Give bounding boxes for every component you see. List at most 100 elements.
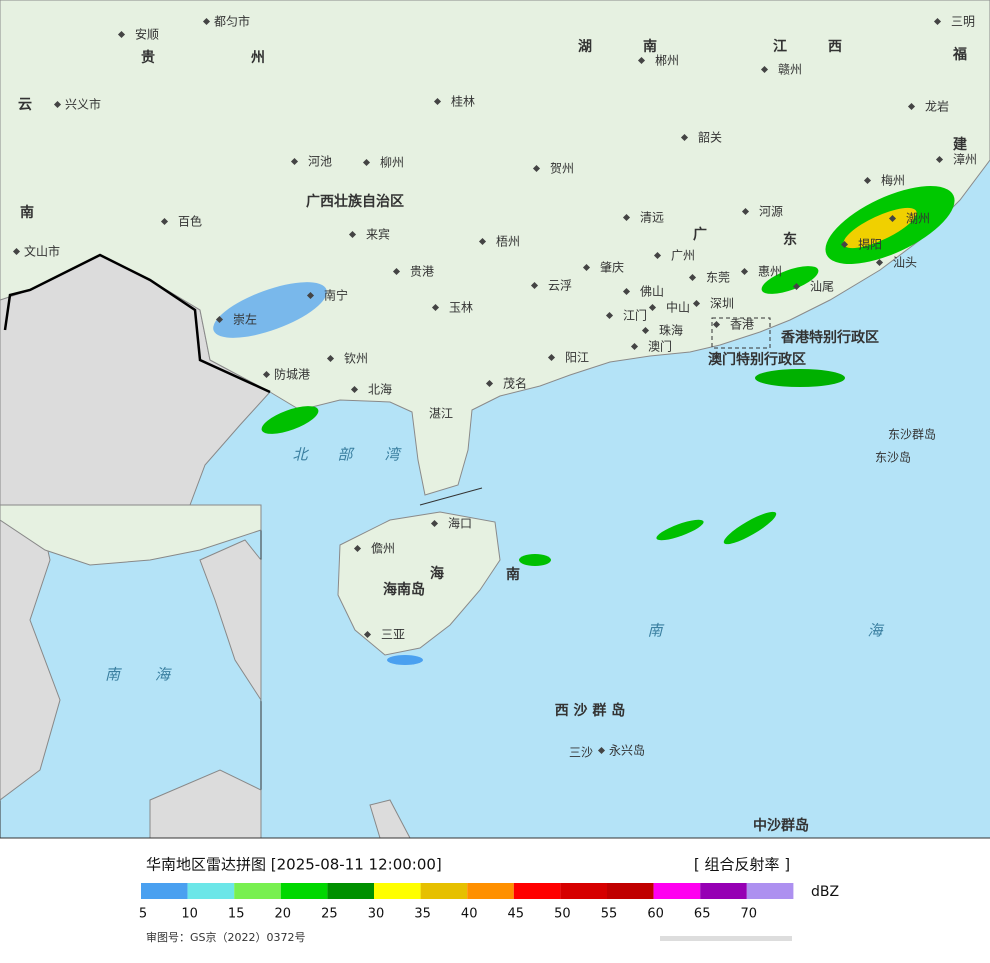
place-label: 三沙 xyxy=(569,746,593,760)
legend-swatch xyxy=(607,883,654,899)
legend-swatch xyxy=(327,883,374,899)
place-dot xyxy=(692,299,701,308)
place-label: 河源 xyxy=(759,205,783,219)
place-dot xyxy=(392,267,401,276)
place-label: 海 xyxy=(430,565,444,582)
inset-label: 海 xyxy=(155,666,172,684)
legend-level: 50 xyxy=(554,907,571,922)
place-dot xyxy=(622,213,631,222)
place-dot xyxy=(933,17,942,26)
place-label: 柳州 xyxy=(380,156,404,170)
place-label: 安顺 xyxy=(135,27,159,42)
place-dot xyxy=(597,746,606,755)
place-dot xyxy=(547,353,556,362)
inset-label: 南 xyxy=(105,666,122,684)
place-label: 东沙岛 xyxy=(875,450,911,465)
place-dot xyxy=(792,282,801,291)
legend-level: 30 xyxy=(368,907,385,922)
place-dot xyxy=(740,267,749,276)
place-label: 香港特别行政区 xyxy=(780,329,879,346)
place-label: 广 xyxy=(693,226,707,243)
place-label: 南 xyxy=(506,566,520,583)
color-legend: 5 10 15 20 25 30 35 40 45 50 55 60 65 70 xyxy=(139,883,794,922)
place-label: 百色 xyxy=(178,215,202,229)
place-label: 深圳 xyxy=(710,297,734,311)
place-label: 梧州 xyxy=(496,234,520,249)
legend-level: 60 xyxy=(647,907,664,922)
place-dot xyxy=(637,56,646,65)
place-dot xyxy=(353,544,362,553)
place-dot xyxy=(863,176,872,185)
place-label: 崇左 xyxy=(233,312,257,327)
place-dot xyxy=(680,133,689,142)
place-label: 湾 xyxy=(384,446,402,464)
place-dot xyxy=(485,379,494,388)
place-dot xyxy=(741,207,750,216)
scale-bar xyxy=(660,936,792,941)
place-dot xyxy=(653,251,662,260)
place-label: 西 xyxy=(828,39,842,55)
place-label: 江门 xyxy=(623,308,647,323)
place-label: 贵港 xyxy=(410,265,434,279)
place-label: 云浮 xyxy=(548,279,572,293)
place-dot xyxy=(530,281,539,290)
place-dot xyxy=(532,164,541,173)
legend-swatch xyxy=(700,883,747,899)
place-label: 建 xyxy=(953,136,967,153)
place-label: 茂名 xyxy=(503,376,527,391)
place-label: 西 沙 群 岛 xyxy=(555,702,626,719)
place-label: 广州 xyxy=(671,249,695,263)
legend-level: 15 xyxy=(228,907,245,922)
legend-swatch xyxy=(374,883,421,899)
legend-swatch xyxy=(187,883,235,899)
legend-swatch xyxy=(746,883,794,899)
place-label: 龙岩 xyxy=(925,99,949,114)
place-label: 桂林 xyxy=(451,94,475,109)
radar-echoes xyxy=(213,186,955,665)
place-label: 澳门 xyxy=(648,339,672,354)
place-dot xyxy=(648,303,657,312)
place-label: 南 xyxy=(20,204,34,221)
border xyxy=(3,253,271,394)
legend-level: 70 xyxy=(741,907,758,922)
place-dot xyxy=(430,519,439,528)
place-dot xyxy=(433,97,442,106)
place-label: 漳州 xyxy=(953,152,977,167)
place-label: 中沙群岛 xyxy=(753,817,809,834)
place-dot xyxy=(630,342,639,351)
china-land xyxy=(0,0,990,496)
place-label: 贵 xyxy=(141,49,155,66)
place-dot xyxy=(306,291,315,300)
place-dot xyxy=(348,230,357,239)
place-dot xyxy=(362,158,371,167)
place-label: 惠州 xyxy=(758,265,782,279)
place-dot xyxy=(350,385,359,394)
place-label: 三亚 xyxy=(381,628,405,642)
place-dot xyxy=(582,263,591,272)
place-label: 东莞 xyxy=(706,271,730,285)
place-label: 海 xyxy=(867,622,884,640)
place-dot xyxy=(290,157,299,166)
hainan-island xyxy=(337,511,501,656)
legend-swatch xyxy=(513,883,561,899)
place-label: 兴义市 xyxy=(65,97,101,112)
approval: 审图号：GS京（2022）0372号 xyxy=(146,930,306,944)
place-label: 文山市 xyxy=(24,244,60,259)
place-label: 南宁 xyxy=(324,288,348,303)
place-label: 三明 xyxy=(951,15,975,29)
place-dot xyxy=(875,258,884,267)
place-label: 海南岛 xyxy=(383,581,425,598)
legend-swatch xyxy=(280,883,328,899)
legend-swatch xyxy=(141,883,188,899)
place-label: 贺州 xyxy=(550,162,574,176)
place-dot xyxy=(605,311,614,320)
place-label: 钦州 xyxy=(344,352,368,366)
legend-level: 5 xyxy=(139,907,147,922)
place-dot xyxy=(262,370,271,379)
place-label: 州 xyxy=(250,50,265,66)
place-dot xyxy=(431,303,440,312)
place-dot xyxy=(935,155,944,164)
place-label: 清远 xyxy=(640,211,664,225)
